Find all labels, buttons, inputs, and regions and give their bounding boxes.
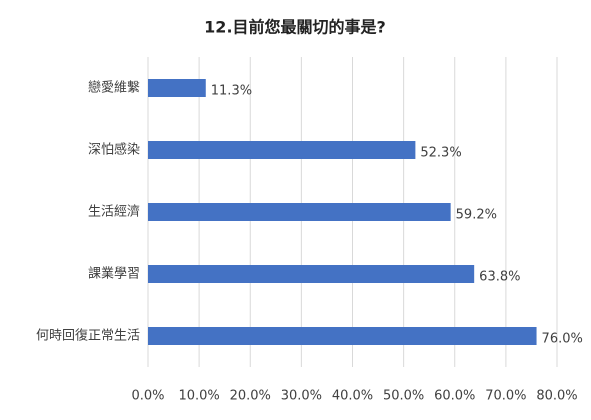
data-label: 63.8% [479,270,520,285]
bar [148,141,416,159]
data-label: 52.3% [420,146,461,161]
x-tick-label: 20.0% [230,389,271,404]
chart-title: 12.目前您最關切的事是? [204,18,386,37]
data-label: 59.2% [456,208,497,223]
x-tick-label: 50.0% [383,389,424,404]
y-tick-label: 戀愛維繫 [88,80,140,96]
bar [148,265,475,283]
data-label: 76.0% [542,332,583,347]
y-tick-label: 何時回復正常生活 [36,328,140,344]
x-tick-label: 40.0% [332,389,373,404]
bar [148,203,451,221]
bar [148,327,537,345]
x-tick-label: 60.0% [434,389,475,404]
bar [148,79,206,97]
data-label: 11.3% [211,84,252,99]
x-tick-label: 0.0% [131,389,164,404]
x-tick-label: 10.0% [178,389,219,404]
x-tick-label: 80.0% [536,389,577,404]
y-tick-label: 課業學習 [88,266,140,282]
y-tick-label: 生活經濟 [88,204,140,220]
x-tick-label: 30.0% [281,389,322,404]
y-tick-label: 深怕感染 [88,142,140,158]
x-tick-label: 70.0% [485,389,526,404]
